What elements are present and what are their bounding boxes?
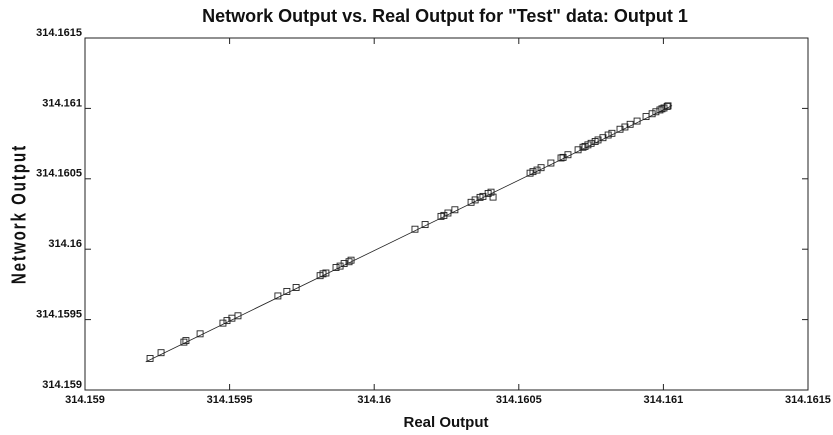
data-point bbox=[648, 110, 656, 118]
data-point bbox=[223, 317, 231, 325]
data-point bbox=[564, 151, 572, 159]
data-point bbox=[529, 168, 537, 176]
data-point bbox=[347, 256, 355, 264]
data-point bbox=[579, 143, 587, 151]
data-point bbox=[180, 338, 188, 346]
x-axis-label: Real Output bbox=[404, 414, 489, 431]
data-point bbox=[234, 312, 242, 320]
y-tick-label: 314.159 bbox=[42, 379, 82, 391]
x-tick-label: 314.1605 bbox=[496, 394, 542, 406]
data-point bbox=[594, 136, 602, 144]
data-point bbox=[557, 154, 565, 162]
data-point bbox=[633, 117, 641, 125]
data-point bbox=[157, 349, 165, 357]
data-point bbox=[587, 139, 595, 147]
x-tick-label: 314.159 bbox=[65, 394, 105, 406]
data-point bbox=[196, 330, 204, 338]
data-point bbox=[444, 209, 452, 217]
x-tick-label: 314.161 bbox=[644, 394, 684, 406]
data-point bbox=[336, 262, 344, 270]
data-point bbox=[421, 221, 429, 229]
data-point bbox=[626, 120, 634, 128]
data-point bbox=[487, 188, 495, 196]
data-point bbox=[656, 106, 664, 114]
chart-title: Network Output vs. Real Output for "Test… bbox=[202, 6, 688, 26]
x-tick-label: 314.1595 bbox=[207, 394, 253, 406]
data-point bbox=[664, 102, 672, 110]
data-point bbox=[489, 193, 497, 201]
y-tick-label: 314.1605 bbox=[36, 168, 82, 180]
data-point bbox=[608, 129, 616, 137]
data-point bbox=[322, 269, 330, 277]
data-point bbox=[663, 102, 671, 110]
data-point bbox=[292, 284, 300, 291]
data-point bbox=[274, 292, 282, 300]
y-tick-label: 314.1595 bbox=[36, 309, 82, 321]
data-point bbox=[451, 206, 459, 214]
fit-line bbox=[145, 105, 673, 363]
data-point bbox=[440, 211, 448, 219]
y-tick-label: 314.161 bbox=[42, 97, 82, 109]
x-tick-label: 314.1615 bbox=[785, 394, 831, 406]
data-point bbox=[182, 337, 190, 345]
data-point bbox=[574, 146, 582, 154]
data-point bbox=[467, 198, 475, 206]
data-point bbox=[146, 355, 154, 362]
data-point bbox=[219, 319, 227, 327]
data-point bbox=[537, 164, 545, 172]
x-tick-label: 314.16 bbox=[357, 394, 391, 406]
data-point bbox=[471, 196, 479, 204]
data-point bbox=[604, 131, 612, 139]
data-point bbox=[616, 125, 624, 133]
data-point bbox=[411, 225, 419, 233]
data-point bbox=[332, 264, 340, 271]
data-point bbox=[340, 260, 348, 268]
plot-frame bbox=[84, 37, 809, 391]
data-point bbox=[533, 166, 541, 174]
y-tick-label: 314.1615 bbox=[36, 27, 82, 39]
y-axis-label: Network Output bbox=[7, 144, 30, 284]
data-point bbox=[547, 159, 555, 167]
data-point bbox=[283, 287, 291, 295]
data-point bbox=[345, 258, 353, 266]
y-tick-label: 314.16 bbox=[48, 238, 82, 250]
